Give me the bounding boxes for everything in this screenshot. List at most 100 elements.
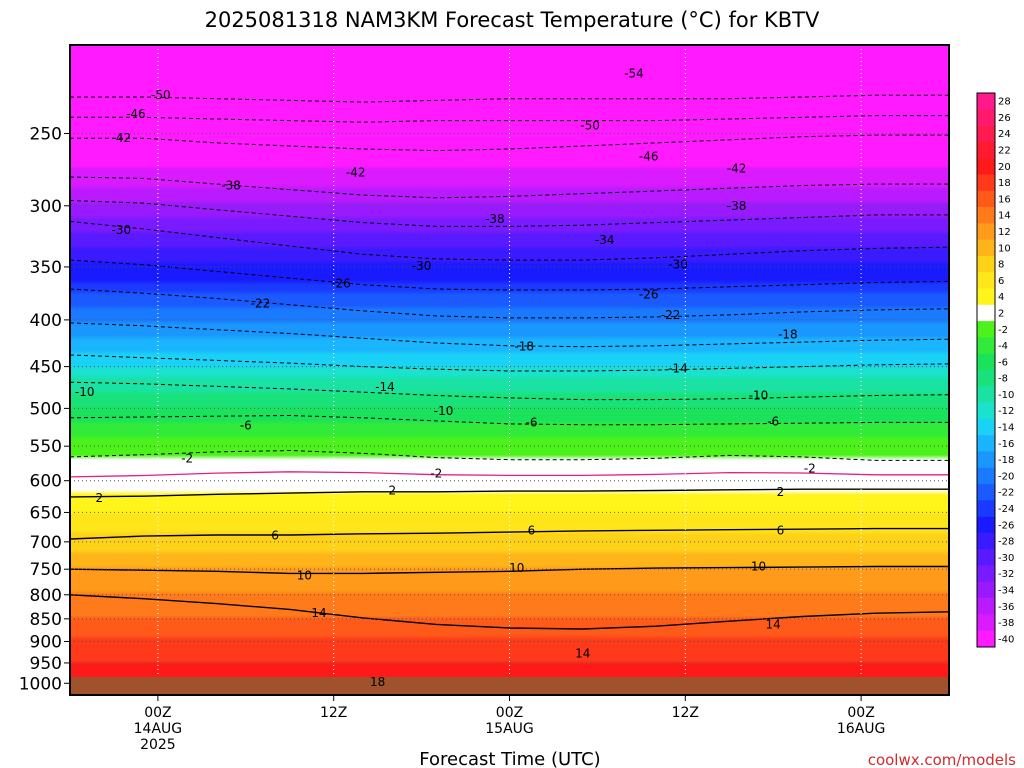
colorbar-label: -32 [998, 569, 1014, 580]
colorbar-cell [977, 158, 995, 175]
contour-label: -26 [639, 287, 659, 301]
contour-label: -38 [727, 199, 747, 213]
colorbar-cell [977, 337, 995, 354]
plot-area: -50 -54 -46 -50 -42 -46 -42 -42 -38 -38 -38 -30 -34 -… [69, 44, 950, 696]
contour-label: -30 [668, 258, 688, 272]
contour-label: -10 [749, 389, 769, 403]
colorbar-label: -24 [998, 504, 1014, 515]
colorbar-cell [977, 532, 995, 550]
ground-band [70, 677, 949, 695]
y-tick-label: 700 [30, 533, 62, 553]
colorbar-label: 18 [998, 178, 1011, 189]
colorbar-cell [977, 272, 995, 289]
colorbar-label: -20 [998, 471, 1014, 482]
colorbar-label: -18 [998, 455, 1014, 466]
contour-label: -54 [624, 67, 644, 81]
contour-label: -2 [804, 462, 816, 476]
contour-label: -46 [126, 107, 146, 121]
y-tick-label: 400 [30, 311, 62, 331]
colorbar-label: -28 [998, 537, 1014, 548]
contour-label: -6 [526, 415, 538, 429]
colorbar-label: 16 [998, 194, 1011, 205]
colorbar-cell [977, 386, 995, 403]
freezing-line [70, 471, 949, 478]
colorbar-cell [977, 125, 995, 143]
contour-label: 6 [528, 523, 536, 537]
contour-label: -26 [331, 277, 351, 291]
y-tick-label: 600 [30, 472, 62, 492]
contour-label: 2 [388, 484, 396, 498]
y-axis: 250 300 350 400 450 500 550 600 650 700 750 800 850 9… [19, 125, 70, 694]
y-tick-label: 850 [30, 610, 62, 630]
isotherm--30 [70, 220, 949, 261]
colorbar-label: -38 [998, 618, 1014, 629]
x-axis-label: Forecast Time (UTC) [419, 749, 600, 768]
colorbar-label: -40 [998, 634, 1014, 645]
y-tick-label: 450 [30, 358, 62, 378]
colorbar-label: -4 [998, 341, 1008, 352]
y-tick-label: 750 [30, 560, 62, 580]
x-tick-label: 14AUG [134, 721, 183, 737]
colorbar-cell [977, 109, 995, 126]
colorbar-cell [977, 321, 995, 338]
y-tick-label: 650 [30, 503, 62, 523]
colorbar-label: 20 [998, 162, 1011, 173]
colorbar-cell [977, 500, 995, 517]
colorbar-cell [977, 516, 995, 534]
colorbar-label: 22 [998, 146, 1011, 157]
contour-label: -6 [240, 419, 252, 433]
y-tick-label: 1000 [19, 674, 62, 694]
colorbar-cell [977, 467, 995, 485]
x-tick-label: 16AUG [837, 721, 886, 737]
colorbar-cell [977, 451, 995, 469]
contour-label: -2 [430, 466, 442, 480]
colorbar-cell [977, 255, 995, 273]
colorbar-label: 2 [998, 309, 1004, 320]
contour-label: -22 [251, 297, 271, 311]
chart-title: 2025081318 NAM3KM Forecast Temperature (… [205, 8, 820, 32]
colorbar-label: 10 [998, 243, 1011, 254]
x-tick-label: 12Z [320, 705, 347, 721]
contour-label: -30 [412, 259, 432, 273]
colorbar-cell [977, 353, 995, 371]
contour-label: -14 [375, 380, 395, 394]
contour-label: 14 [575, 647, 590, 661]
contour-label: 14 [311, 606, 326, 620]
colorbar-cell [977, 435, 995, 452]
colorbar-label: -16 [998, 439, 1014, 450]
colorbar-label: -14 [998, 423, 1014, 434]
colorbar-cell [977, 239, 995, 257]
colorbar-cell [977, 93, 995, 110]
contour-label: -10 [434, 404, 454, 418]
contour-label: -34 [595, 233, 615, 247]
contour-label: 18 [370, 675, 385, 689]
colorbar-cell [977, 484, 995, 501]
x-tick-label: 00Z [144, 705, 171, 721]
colorbar-label: -22 [998, 488, 1014, 499]
colorbar-label: 28 [998, 97, 1011, 108]
contour-label: -50 [580, 119, 600, 133]
isotherm-2 [70, 488, 949, 498]
contour-label: 6 [777, 523, 785, 537]
colorbar-label: -30 [998, 553, 1014, 564]
contour-label: -30 [111, 223, 131, 237]
colorbar-cell [977, 565, 995, 583]
colorbar-frame [976, 92, 996, 648]
x-tick-label: 12Z [672, 705, 699, 721]
y-tick-label: 350 [30, 258, 62, 278]
contour-label: -46 [639, 150, 659, 164]
y-tick-label: 300 [30, 197, 62, 217]
x-tick-label: 00Z [496, 705, 523, 721]
colorbar-label: -6 [998, 357, 1008, 368]
colorbar-cell [977, 370, 995, 387]
isotherm-10 [70, 565, 949, 575]
contour-label: -18 [514, 340, 534, 354]
colorbar-label: -12 [998, 406, 1014, 417]
colorbar-cell [977, 630, 995, 648]
contour-label: -50 [151, 88, 171, 102]
colorbar-label: -26 [998, 520, 1014, 531]
credit-text: coolwx.com/models [868, 751, 1016, 768]
contour-label: -22 [661, 308, 681, 322]
